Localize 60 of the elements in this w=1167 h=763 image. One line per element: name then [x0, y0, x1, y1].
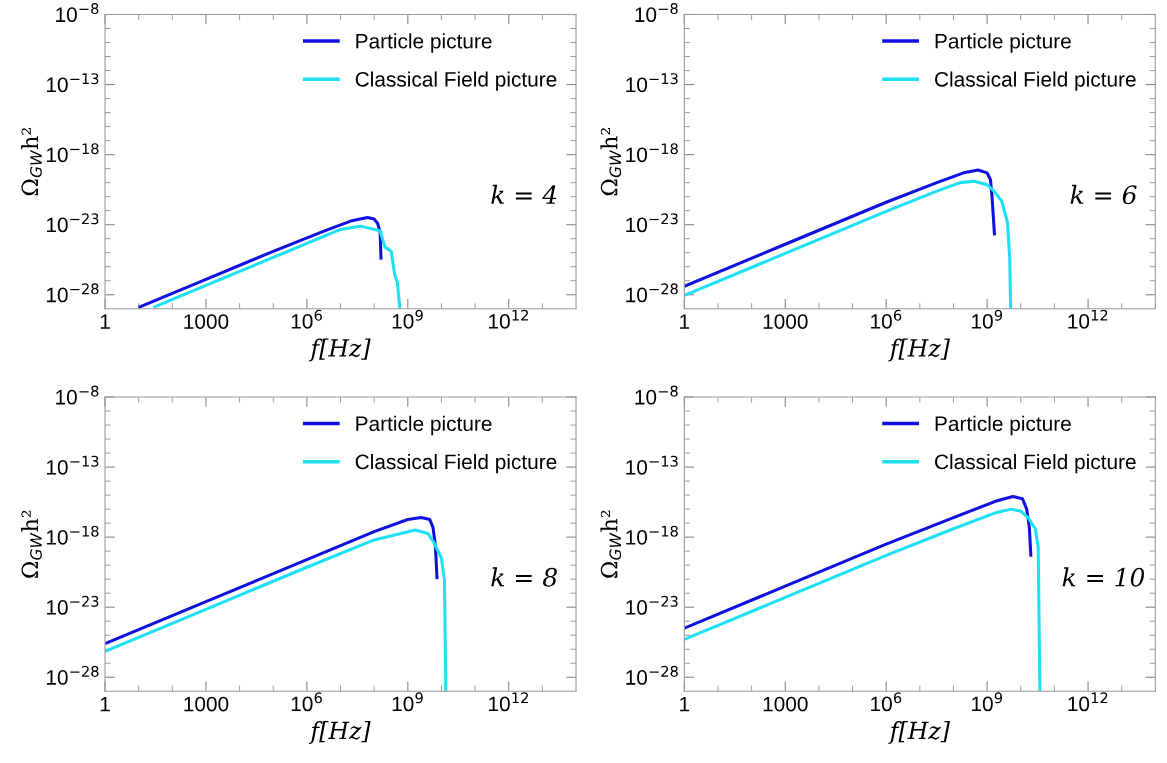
annotation: k = 8 — [491, 567, 557, 587]
x-tick-label: 1000 — [763, 696, 808, 712]
y-tick-label: 10$^{−8}$ — [635, 385, 678, 405]
x-tick-label: 1000 — [184, 314, 229, 329]
y-tick-label: 10$^{−13}$ — [626, 455, 678, 475]
y-axis-title: Ω$_{GW}$h² — [21, 128, 42, 196]
y-tick-label: 10$^{−18}$ — [46, 143, 99, 163]
x-tick-label: 1 — [100, 696, 110, 712]
legend-label: Particle picture — [935, 415, 1071, 436]
y-axis-title: Ω$_{GW}$h² — [600, 510, 622, 578]
x-tick-label: 1000 — [763, 314, 808, 329]
y-axis-title: Ω$_{GW}$h² — [600, 128, 622, 196]
y-tick-label: 10$^{−23}$ — [626, 213, 678, 233]
x-tick-label: 1 — [680, 314, 690, 329]
x-axis-title: f[Hz] — [888, 721, 950, 744]
y-tick-label: 10$^{−13}$ — [46, 73, 99, 93]
x-tick-label: 10$^{12}$ — [489, 692, 528, 712]
y-tick-label: 10$^{−18}$ — [46, 525, 99, 545]
y-tick-label: 10$^{−8}$ — [56, 3, 99, 23]
x-axis-title: f[Hz] — [888, 338, 950, 362]
x-tick-label: 10$^{6}$ — [291, 309, 322, 329]
x-tick-label: 1 — [680, 696, 690, 712]
y-tick-label: 10$^{−8}$ — [635, 3, 678, 23]
x-tick-label: 1000 — [184, 696, 229, 712]
annotation: k = 4 — [491, 184, 557, 204]
y-tick-label: 10$^{−8}$ — [56, 385, 99, 405]
legend-label: Classical Field picture — [935, 453, 1136, 474]
x-tick-label: 10$^{9}$ — [972, 309, 1003, 329]
x-tick-label: 10$^{9}$ — [392, 309, 423, 329]
y-tick-label: 10$^{−18}$ — [626, 143, 678, 163]
x-axis-title: f[Hz] — [308, 338, 371, 362]
x-tick-label: 10$^{12}$ — [1068, 309, 1108, 329]
annotation: k = 10 — [1062, 567, 1145, 587]
y-tick-label: 10$^{−18}$ — [626, 525, 678, 545]
x-axis-title: f[Hz] — [308, 721, 371, 744]
legend-label: Particle picture — [356, 33, 492, 53]
x-tick-label: 10$^{12}$ — [489, 309, 528, 329]
legend-label: Particle picture — [356, 415, 492, 436]
y-tick-label: 10$^{−23}$ — [46, 213, 99, 233]
y-tick-label: 10$^{−28}$ — [626, 283, 678, 303]
y-tick-label: 10$^{−23}$ — [46, 595, 99, 615]
x-tick-label: 10$^{12}$ — [1068, 692, 1108, 712]
x-tick-label: 10$^{6}$ — [871, 692, 902, 712]
x-tick-label: 1 — [100, 314, 110, 329]
legend-label: Classical Field picture — [935, 71, 1136, 91]
x-tick-label: 10$^{6}$ — [871, 309, 902, 329]
y-tick-label: 10$^{−28}$ — [46, 665, 99, 685]
y-axis-title: Ω$_{GW}$h² — [21, 510, 42, 578]
x-tick-label: 10$^{6}$ — [291, 692, 322, 712]
annotation: k = 6 — [1070, 184, 1137, 205]
y-tick-label: 10$^{−13}$ — [46, 455, 99, 475]
x-tick-label: 10$^{9}$ — [392, 692, 423, 712]
legend-label: Particle picture — [935, 33, 1071, 53]
y-tick-label: 10$^{−28}$ — [626, 665, 678, 685]
y-tick-label: 10$^{−13}$ — [626, 73, 678, 93]
legend-label: Classical Field picture — [355, 453, 557, 474]
x-tick-label: 10$^{9}$ — [972, 692, 1003, 712]
y-tick-label: 10$^{−28}$ — [46, 283, 99, 303]
legend-label: Classical Field picture — [355, 71, 557, 91]
y-tick-label: 10$^{−23}$ — [626, 595, 678, 615]
